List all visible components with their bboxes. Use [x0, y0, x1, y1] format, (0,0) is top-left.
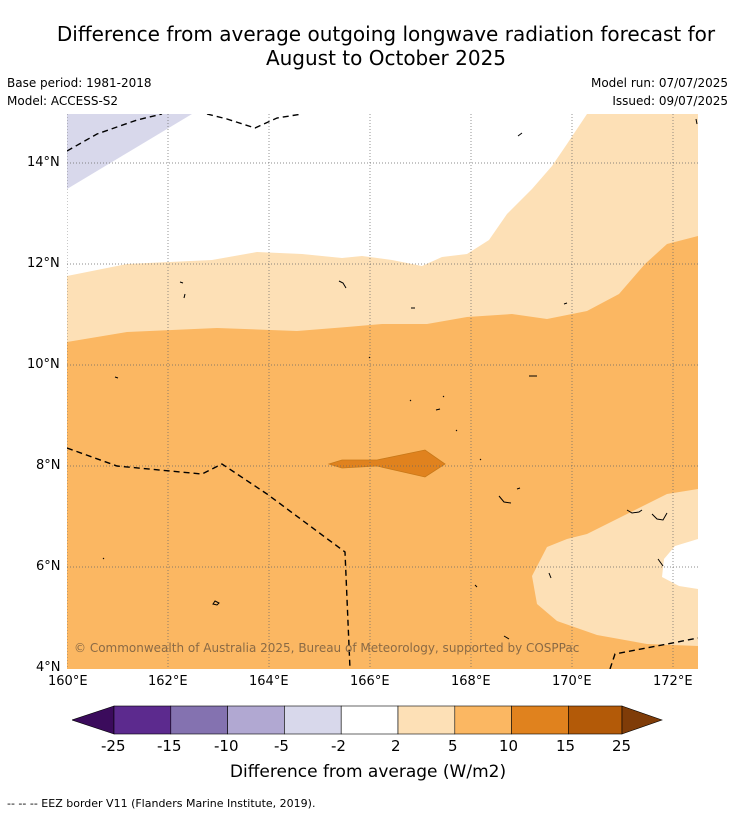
colorbar-bin-1 — [113, 705, 172, 735]
lat-tick-6: 6°N — [36, 559, 61, 574]
colorbar-low-extension — [72, 705, 115, 735]
model-run: Model run: 07/07/2025 — [590, 76, 728, 90]
lat-tick-14: 14°N — [27, 155, 60, 170]
colorbar-label-15: 15 — [556, 737, 576, 755]
model-name: Model: ACCESS-S2 — [7, 94, 119, 108]
colorbar-bin-6 — [397, 705, 456, 735]
lat-tick-10: 10°N — [27, 357, 60, 372]
colorbar-bin-4 — [284, 705, 342, 735]
lon-tick-166: 166°E — [350, 674, 390, 689]
colorbar-bin-5 — [340, 705, 399, 735]
colorbar-label-minus-15: -15 — [157, 737, 182, 755]
colorbar-bin-7 — [454, 705, 512, 735]
region-5-to-10 — [67, 236, 698, 669]
colorbar-label-minus-25: -25 — [101, 737, 126, 755]
colorbar-bin-9 — [568, 705, 623, 735]
eez-footnote: -- -- -- EEZ border V11 (Flanders Marine… — [7, 797, 316, 810]
gridlines — [67, 114, 698, 669]
colorbar-label-2: 2 — [391, 737, 401, 755]
islands — [102, 118, 698, 640]
colorbar-label-25: 25 — [612, 737, 632, 755]
colorbar — [72, 705, 663, 735]
lon-tick-172: 172°E — [653, 674, 693, 689]
meta-right: Model run: 07/07/2025 Issued: 09/07/2025 — [591, 74, 728, 110]
lon-tick-168: 168°E — [451, 674, 491, 689]
lon-tick-170: 170°E — [552, 674, 592, 689]
lon-tick-162: 162°E — [148, 674, 188, 689]
colorbar-title: Difference from average (W/m2) — [229, 762, 507, 782]
colorbar-bin-8 — [511, 705, 569, 735]
title-line-1: Difference from average outgoing longwav… — [56, 22, 716, 46]
copyright-notice: © Commonwealth of Australia 2025, Bureau… — [74, 641, 580, 655]
lat-tick-8: 8°N — [36, 458, 61, 473]
colorbar-label-10: 10 — [499, 737, 519, 755]
base-period: Base period: 1981-2018 — [7, 76, 152, 90]
colorbar-label-minus-10: -10 — [214, 737, 239, 755]
colorbar-bin-2 — [170, 705, 228, 735]
map-title: Difference from average outgoing longwav… — [0, 22, 736, 70]
meta-left: Base period: 1981-2018 Model: ACCESS-S2 — [7, 74, 152, 110]
colorbar-label-minus-5: -5 — [274, 737, 289, 755]
colorbar-high-extension — [621, 705, 663, 735]
lon-tick-164: 164°E — [249, 674, 289, 689]
lat-tick-12: 12°N — [27, 256, 60, 271]
eez-borders — [67, 114, 698, 669]
colorbar-label-minus-2: -2 — [331, 737, 346, 755]
lat-tick-4: 4°N — [36, 660, 61, 675]
colorbar-label-5: 5 — [448, 737, 458, 755]
region-10-to-15 — [327, 449, 446, 478]
region-minus-2-to-2 — [662, 539, 698, 589]
region-minus-2-to-minus-5 — [67, 114, 192, 189]
lon-tick-160: 160°E — [48, 674, 88, 689]
title-line-2: August to October 2025 — [265, 46, 507, 70]
map-plot — [67, 114, 698, 669]
issued-date: Issued: 09/07/2025 — [612, 94, 728, 108]
colorbar-bin-3 — [227, 705, 285, 735]
